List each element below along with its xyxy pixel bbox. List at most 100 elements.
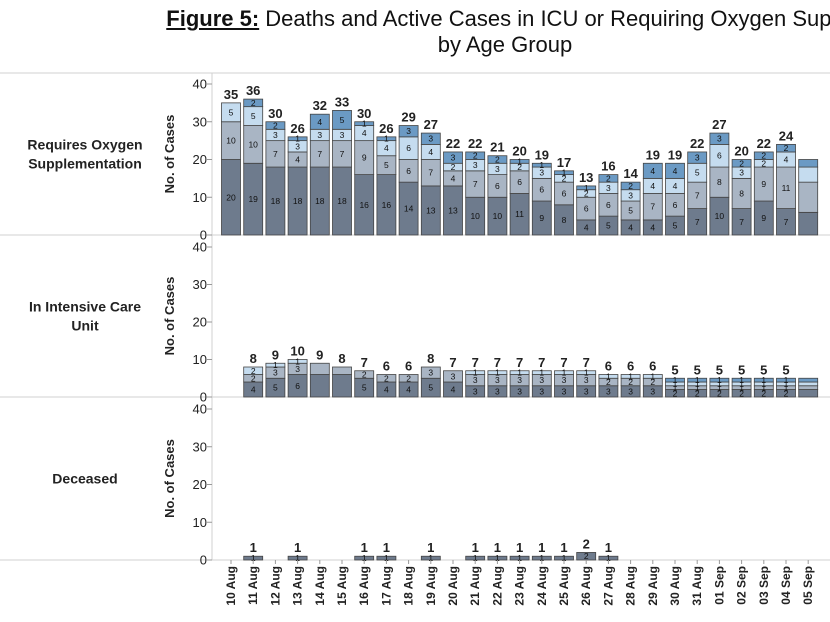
segment-label: 7 [739,217,744,227]
bar-segment [487,155,508,164]
segment-label: 4 [584,222,589,232]
x-tick-label: 23 Aug [513,566,527,606]
x-tick-label: 13 Aug [291,566,305,606]
bar-segment [398,125,419,138]
segment-label: 2 [451,162,456,172]
bar-total-label: 7 [449,355,456,370]
bar-segment [665,377,685,383]
segment-label: 11 [782,183,791,193]
segment-label: 18 [293,196,303,206]
y-axis-title: No. of Cases [162,439,177,518]
x-tick-label: 10 Aug [224,566,238,606]
y-axis-title: No. of Cases [162,277,177,356]
bar-total-label: 10 [290,344,304,359]
y-tick-label: 40 [193,402,207,417]
segment-label: 1 [562,368,567,378]
bar-segment [465,370,486,375]
bar-total-label: 1 [560,540,567,555]
segment-label: 3 [606,386,611,396]
bar-total-label: 29 [401,110,415,125]
bar-segment [798,159,819,168]
bar-total-label: 1 [294,540,301,555]
bar-total-label: 1 [361,540,368,555]
segment-label: 2 [495,155,500,165]
y-tick-label: 10 [193,515,207,530]
bar-segment [398,374,419,383]
segment-label: 5 [362,383,367,393]
segment-label: 1 [384,134,389,144]
bar-total-label: 7 [472,355,479,370]
segment-label: 6 [406,166,411,176]
segment-label: 6 [517,177,522,187]
segment-label: 1 [295,134,300,144]
bar-total-label: 1 [516,540,523,555]
segment-label: 1 [784,379,789,389]
segment-label: 19 [248,194,258,204]
bar-total-label: 1 [383,540,390,555]
bar-total-label: 30 [268,106,282,121]
segment-label: 1 [539,553,544,563]
segment-label: 4 [673,166,678,176]
segment-label: 1 [606,553,611,563]
segment-label: 10 [226,136,236,146]
segment-label: 16 [382,200,392,210]
segment-label: 6 [406,143,411,153]
segment-label: 5 [695,168,700,178]
bar-segment [709,132,730,145]
bar-total-label: 8 [427,351,434,366]
segment-label: 3 [340,130,345,140]
segment-label: 9 [761,179,766,189]
segment-label: 9 [362,153,367,163]
bar-segment [554,170,574,175]
bar-total-label: 22 [446,136,460,151]
bar-segment [265,362,286,368]
segment-label: 3 [295,141,300,151]
segment-label: 1 [650,371,655,381]
x-tick-label: 26 Aug [579,566,593,606]
bar-total-label: 27 [424,117,438,132]
bar-segment [620,181,641,191]
bar-segment [465,151,486,160]
bar-total-label: 30 [357,106,371,121]
segment-label: 3 [451,371,456,381]
bar-segment [554,370,574,375]
segment-label: 6 [495,181,500,191]
bar-total-label: 5 [760,362,767,377]
bar-segment [576,370,597,375]
bar-total-label: 19 [646,147,660,162]
y-tick-label: 20 [193,152,207,167]
segment-label: 7 [273,149,278,159]
bar-segment [376,374,397,383]
segment-label: 11 [515,209,524,219]
segment-label: 2 [628,181,633,191]
segment-label: 4 [650,222,655,232]
segment-label: 18 [271,196,281,206]
segment-label: 1 [584,368,589,378]
bar-total-label: 26 [290,121,304,136]
segment-label: 3 [562,386,567,396]
x-tick-label: 16 Aug [357,566,371,606]
bar-segment [287,359,308,364]
y-tick-label: 10 [193,190,207,205]
segment-label: 4 [317,117,322,127]
chart-title-line1: Figure 5: Deaths and Active Cases in ICU… [0,6,830,32]
segment-label: 3 [717,134,722,144]
segment-label: 1 [628,371,633,381]
segment-label: 3 [539,386,544,396]
segment-label: 4 [362,128,367,138]
bar-total-label: 6 [649,359,656,374]
bar-segment [798,377,819,383]
bar-segment [753,151,774,160]
segment-label: 1 [517,553,522,563]
bar-segment [798,385,819,390]
segment-label: 1 [473,553,478,563]
bar-total-label: 1 [250,540,257,555]
y-tick-label: 20 [193,477,207,492]
x-tick-label: 17 Aug [379,566,393,606]
segment-label: 13 [426,205,436,215]
segment-label: 6 [606,200,611,210]
bar-total-label: 22 [690,136,704,151]
segment-label: 5 [251,111,256,121]
bar-segment [798,181,819,213]
